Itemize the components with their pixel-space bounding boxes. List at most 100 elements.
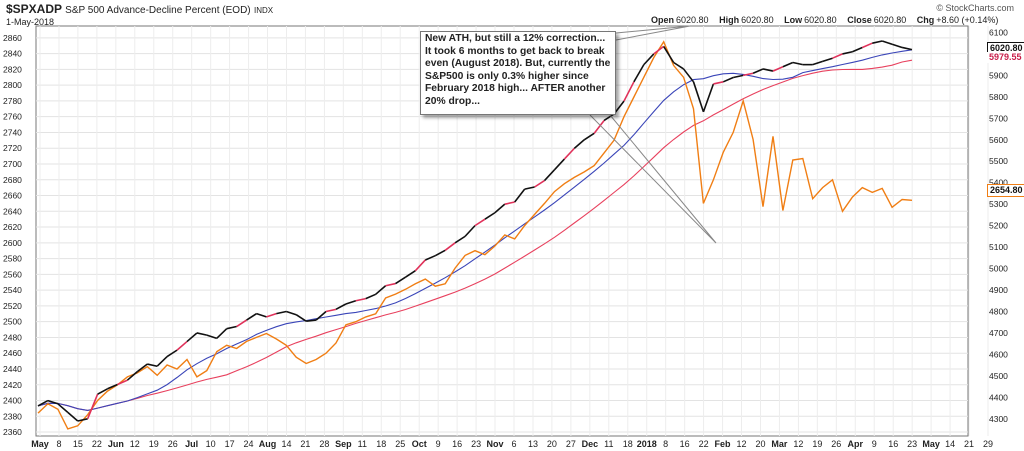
right-tick-label: 5600	[989, 135, 1008, 145]
x-tick-label: Oct	[412, 439, 427, 449]
advance-decline-segment	[722, 76, 734, 83]
last-value-tag-orange: 2654.80	[987, 184, 1024, 197]
chg-value: +8.60 (+0.14%)	[936, 15, 999, 25]
x-tick-label: 10	[206, 439, 216, 449]
advance-decline-segment	[573, 139, 585, 149]
right-tick-label: 4900	[989, 285, 1008, 295]
advance-decline-segment	[226, 325, 237, 330]
x-tick-label: 23	[907, 439, 917, 449]
advance-decline-segment	[325, 308, 337, 313]
x-tick-label: 13	[528, 439, 538, 449]
right-tick-label: 4600	[989, 349, 1008, 359]
advance-decline-segment	[534, 179, 545, 188]
advance-decline-segment	[246, 312, 257, 321]
x-tick-label: 19	[812, 439, 822, 449]
left-tick-label: 2860	[3, 33, 22, 43]
right-tick-label: 5100	[989, 242, 1008, 252]
advance-decline-segment	[355, 297, 366, 302]
left-tick-label: 2640	[3, 206, 22, 216]
x-tick-label: 23	[471, 439, 481, 449]
advance-decline-segment	[713, 81, 724, 85]
advance-decline-segment	[822, 57, 833, 63]
advance-decline-segment	[385, 282, 396, 287]
advance-decline-segment	[663, 45, 675, 63]
x-tick-label: 27	[566, 439, 576, 449]
advance-decline-segment	[405, 270, 416, 278]
x-tick-label: 15	[73, 439, 83, 449]
advance-decline-segment	[623, 81, 635, 102]
right-tick-label: 5700	[989, 113, 1008, 123]
right-tick-label: 4700	[989, 328, 1008, 338]
annotation-pointer-top	[615, 25, 691, 41]
advance-decline-segment	[395, 276, 406, 285]
advance-decline-segment	[494, 203, 506, 214]
chart-date: 1-May-2018	[6, 17, 55, 27]
left-tick-label: 2660	[3, 191, 22, 201]
advance-decline-segment	[414, 259, 426, 272]
x-tick-label: Aug	[259, 439, 277, 449]
advance-decline-segment	[57, 403, 69, 413]
ticker-exchange: INDX	[253, 6, 274, 15]
x-tick-label: 12	[793, 439, 803, 449]
x-tick-label: 26	[831, 439, 841, 449]
advance-decline-segment	[583, 132, 595, 141]
high-value: 6020.80	[741, 15, 774, 25]
last-value-tag-red: 5979.55	[987, 52, 1024, 63]
left-tick-label: 2560	[3, 269, 22, 279]
x-tick-label: Apr	[848, 439, 864, 449]
x-tick-label: 26	[168, 439, 178, 449]
x-tick-label: May	[31, 439, 49, 449]
moving-average-line-long	[37, 59, 913, 411]
x-tick-label: 28	[319, 439, 329, 449]
left-tick-label: 2580	[3, 254, 22, 264]
advance-decline-segment	[136, 363, 148, 373]
x-tick-label: 29	[983, 439, 993, 449]
advance-decline-segment	[782, 61, 794, 68]
x-tick-label: 18	[623, 439, 633, 449]
x-tick-label: Jun	[108, 439, 124, 449]
x-tick-label: 16	[680, 439, 690, 449]
advance-decline-segment	[504, 201, 515, 205]
advance-decline-segment	[563, 147, 575, 160]
advance-decline-segment	[752, 68, 764, 74]
advance-decline-segment	[266, 312, 277, 318]
advance-decline-segment	[107, 383, 118, 390]
x-tick-label: 9	[872, 439, 877, 449]
advance-decline-segment	[345, 300, 357, 305]
x-tick-label: 25	[395, 439, 405, 449]
x-tick-label: 21	[300, 439, 310, 449]
high-label: High	[719, 15, 740, 25]
x-tick-label: Dec	[582, 439, 599, 449]
right-tick-label: 5200	[989, 221, 1008, 231]
x-tick-label: 8	[56, 439, 61, 449]
x-tick-label: 14	[281, 439, 291, 449]
right-tick-label: 5500	[989, 156, 1008, 166]
moving-average-line-short	[37, 49, 913, 411]
advance-decline-segment	[852, 46, 863, 53]
right-tick-label: 5400	[989, 178, 1008, 188]
advance-decline-segment	[186, 332, 198, 343]
left-tick-label: 2720	[3, 143, 22, 153]
x-tick-label: 16	[452, 439, 462, 449]
left-tick-label: 2760	[3, 112, 22, 122]
left-tick-label: 2520	[3, 301, 22, 311]
advance-decline-segment	[306, 319, 317, 322]
advance-decline-segment	[315, 310, 327, 321]
x-tick-label: 2018	[637, 439, 657, 449]
advance-decline-segment	[484, 212, 496, 220]
spx-price-line	[37, 40, 913, 430]
advance-decline-segment	[454, 235, 466, 244]
left-tick-label: 2700	[3, 159, 22, 169]
low-label: Low	[784, 15, 803, 25]
advance-decline-segment	[891, 43, 903, 49]
x-tick-label: 22	[699, 439, 709, 449]
annotation-pointer-bottom	[589, 114, 717, 244]
advance-decline-segment	[206, 334, 218, 340]
advance-decline-segment	[166, 349, 178, 358]
advance-decline-segment	[643, 53, 655, 66]
advance-decline-segment	[77, 418, 88, 422]
left-tick-label: 2460	[3, 348, 22, 358]
x-tick-label: 11	[604, 439, 613, 449]
close-label: Close	[847, 15, 872, 25]
x-tick-label: 14	[945, 439, 955, 449]
